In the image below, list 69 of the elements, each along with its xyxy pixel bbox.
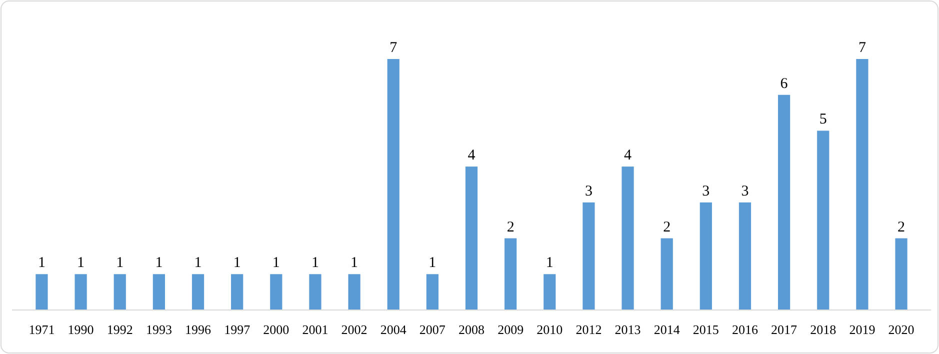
- x-tick-label: 2008: [458, 322, 484, 337]
- bar: [738, 202, 752, 310]
- data-label: 4: [468, 148, 476, 164]
- x-tick-label: 1990: [68, 322, 94, 337]
- x-tick-label: 2014: [654, 322, 680, 337]
- bar: [270, 274, 282, 310]
- x-tick-label: 2000: [263, 322, 290, 337]
- data-label: 4: [624, 148, 632, 164]
- x-tick-label: 1992: [106, 322, 133, 337]
- data-label: 2: [663, 219, 671, 236]
- x-tick-label: 2020: [888, 322, 914, 337]
- bar: [817, 130, 830, 310]
- bar: [582, 202, 595, 310]
- data-label: 1: [155, 255, 163, 272]
- data-label: 1: [194, 255, 202, 272]
- x-tick-label: 2010: [536, 322, 563, 337]
- x-tick-label: 1997: [224, 322, 251, 337]
- bar: [660, 238, 673, 310]
- bar: [856, 59, 868, 310]
- x-tick-label: 2015: [692, 322, 719, 337]
- data-label: 1: [38, 255, 46, 272]
- bar: [74, 274, 87, 310]
- x-tick-label: 2002: [341, 322, 368, 337]
- bar: [114, 274, 126, 310]
- data-label: 1: [77, 255, 85, 272]
- x-tick-label: 2001: [302, 322, 328, 337]
- data-label: 1: [350, 255, 358, 272]
- data-label: 2: [506, 219, 514, 236]
- data-label: 3: [741, 183, 749, 200]
- x-tick-label: 1996: [185, 322, 212, 337]
- x-tick-label: 2007: [419, 322, 446, 337]
- x-tick-label: 2012: [576, 322, 602, 337]
- bar: [387, 59, 400, 310]
- bar: [36, 274, 48, 310]
- bar: [348, 274, 360, 310]
- x-tick-label: 2017: [771, 322, 798, 337]
- bar: [544, 274, 556, 310]
- data-label: 1: [272, 255, 280, 272]
- x-tick-label: 2016: [732, 322, 758, 337]
- bar: [778, 94, 790, 310]
- data-label: 7: [390, 40, 398, 56]
- bar: [504, 238, 517, 310]
- x-tick-label: 2018: [810, 322, 836, 337]
- x-tick-label: 2004: [380, 322, 407, 337]
- data-label: 1: [546, 255, 554, 272]
- data-label: 1: [311, 255, 319, 272]
- x-tick-label: 2013: [614, 322, 641, 337]
- bar: [465, 166, 478, 310]
- data-label: 2: [898, 219, 906, 236]
- bar: [426, 274, 438, 310]
- x-tick-label: 1993: [146, 322, 172, 337]
- data-label: 1: [233, 255, 241, 272]
- data-label: 1: [428, 255, 436, 272]
- data-label: 7: [858, 40, 866, 56]
- bar: [895, 238, 908, 310]
- x-tick-label: 1971: [28, 322, 55, 337]
- bar: [152, 274, 165, 310]
- bar: [700, 202, 712, 310]
- bar: [622, 166, 634, 310]
- data-label: 5: [819, 112, 827, 128]
- x-tick-label: 2019: [849, 322, 876, 337]
- bar: [309, 274, 322, 310]
- data-label: 6: [780, 76, 788, 92]
- data-label: 3: [702, 183, 710, 200]
- x-tick-label: 2009: [498, 322, 524, 337]
- bar: [231, 274, 244, 310]
- bar: [192, 274, 204, 310]
- data-label: 1: [116, 255, 124, 272]
- data-label: 3: [584, 183, 592, 200]
